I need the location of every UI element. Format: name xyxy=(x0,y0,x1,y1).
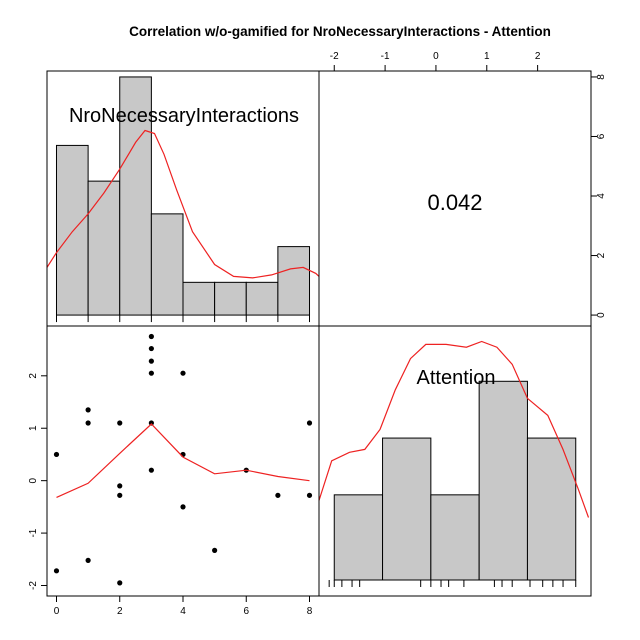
scatter-panel xyxy=(53,333,313,586)
hist1-bar-7 xyxy=(277,246,311,316)
hist1-bar-3 xyxy=(150,213,184,316)
hist2-bar-2 xyxy=(430,494,480,581)
bottom-x-tick-label-2: 4 xyxy=(180,606,186,617)
panels: NroNecessaryInteractions 0.042 Attention 0 2… xyxy=(28,51,607,617)
right-y-tick-label-4: 8 xyxy=(596,74,607,80)
bottom-x-tick-label-4: 8 xyxy=(307,606,313,617)
scatter-point-22 xyxy=(306,492,313,498)
scatter-point-11 xyxy=(148,358,154,364)
scatter-point-13 xyxy=(148,420,154,426)
scatter-point-15 xyxy=(180,370,186,376)
hist1-bar-5 xyxy=(214,281,247,316)
top-x-tick-label-2: 0 xyxy=(433,51,439,62)
right-y-tick-label-2: 4 xyxy=(596,193,607,199)
scatter-point-6 xyxy=(117,483,123,489)
hist1-bar-2 xyxy=(119,76,152,316)
scatter-point-8 xyxy=(117,580,123,586)
scatter-point-9 xyxy=(148,333,154,340)
scatter-point-10 xyxy=(148,345,154,352)
left-y-tick-label-0: -2 xyxy=(28,581,39,590)
scatter-point-2 xyxy=(85,407,91,413)
panel-border-br xyxy=(318,325,592,597)
correlation-value: 0.042 xyxy=(427,190,482,215)
hist2-bar-0 xyxy=(333,494,384,581)
bottom-x-tick-label-0: 0 xyxy=(54,606,60,617)
left-y-tick-label-4: 2 xyxy=(28,373,39,379)
hist1-density-line xyxy=(47,129,319,279)
scatter-point-12 xyxy=(148,370,154,376)
scatter-point-21 xyxy=(306,420,313,426)
chart-title: Correlation w/o-gamified for NroNecessar… xyxy=(129,24,551,39)
right-y-tick-label-0: 0 xyxy=(596,312,607,318)
scatter-point-5 xyxy=(117,420,123,426)
hist2-density-line xyxy=(319,340,590,518)
scatter-point-14 xyxy=(148,467,154,473)
scatter-point-3 xyxy=(85,420,91,426)
hist2-bar-3 xyxy=(478,380,528,581)
scatter-point-7 xyxy=(117,492,123,498)
top-x-tick-label-0: -2 xyxy=(330,51,339,62)
hist1-bar-4 xyxy=(182,281,216,316)
bottom-x-tick-label-3: 6 xyxy=(243,606,249,617)
bottom-x-tick-label-1: 2 xyxy=(117,606,123,617)
scatter-point-1 xyxy=(53,568,60,574)
hist1-bar-1 xyxy=(87,180,121,316)
histogram-var1: NroNecessaryInteractions xyxy=(47,76,319,323)
top-x-tick-label-3: 1 xyxy=(484,51,490,62)
left-y-tick-label-1: -1 xyxy=(28,528,39,537)
hist1-bar-0 xyxy=(55,144,89,316)
left-y-tick-label-3: 1 xyxy=(28,425,39,431)
histogram-var2: Attention xyxy=(319,340,590,587)
var1-diagonal-label: NroNecessaryInteractions xyxy=(69,105,299,127)
panel-border-bl xyxy=(46,325,320,597)
top-x-tick-label-1: -1 xyxy=(381,51,390,62)
top-x-tick-label-4: 2 xyxy=(535,51,541,62)
hist2-bar-1 xyxy=(382,437,432,581)
left-y-tick-label-2: 0 xyxy=(28,477,39,483)
scatter-point-4 xyxy=(85,557,91,563)
correlation-panel: 0.042 xyxy=(427,190,482,215)
hist2-bar-4 xyxy=(526,437,577,581)
scatter-point-17 xyxy=(180,504,186,510)
axes: 0 2 4 6 8 -2 -1 0 1 2 -2 -1 0 1 2 0 2 4 6 8 xyxy=(28,51,607,617)
scatter-point-20 xyxy=(275,492,281,498)
right-y-tick-label-3: 6 xyxy=(596,133,607,139)
scatter-point-18 xyxy=(212,547,218,553)
hist1-bar-6 xyxy=(245,281,279,316)
scatter-point-0 xyxy=(53,451,60,458)
scatter-smooth-line xyxy=(56,423,310,498)
right-y-tick-label-1: 2 xyxy=(596,252,607,258)
var2-diagonal-label: Attention xyxy=(417,367,496,389)
